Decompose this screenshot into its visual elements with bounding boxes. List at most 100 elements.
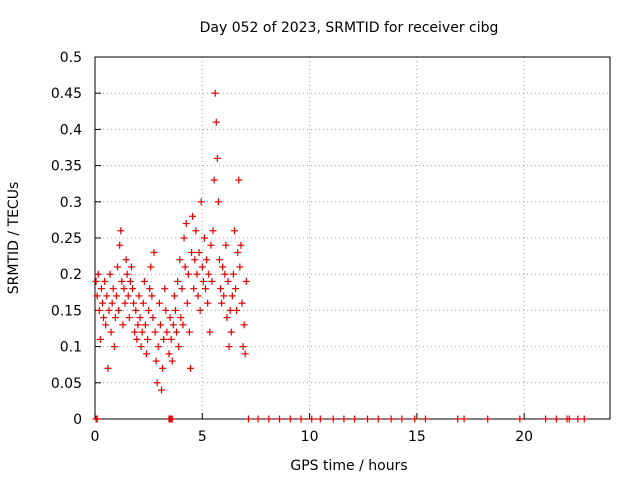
- data-point: [180, 234, 188, 242]
- data-point: [574, 415, 582, 423]
- data-point: [137, 343, 145, 351]
- data-point: [166, 314, 174, 322]
- data-point: [232, 285, 240, 293]
- data-point: [190, 285, 198, 293]
- data-point: [105, 306, 113, 314]
- data-point: [196, 306, 204, 314]
- data-point: [97, 285, 105, 293]
- data-point: [121, 299, 129, 307]
- data-point: [179, 321, 187, 329]
- data-point: [135, 292, 143, 300]
- data-point: [161, 285, 169, 293]
- data-point: [162, 306, 170, 314]
- data-point: [197, 198, 205, 206]
- data-point: [109, 285, 117, 293]
- data-point: [206, 328, 214, 336]
- data-point: [115, 306, 123, 314]
- data-point: [239, 343, 247, 351]
- data-point: [183, 299, 191, 307]
- data-point: [213, 154, 221, 162]
- data-point: [93, 415, 101, 423]
- data-point: [96, 335, 104, 343]
- y-tick-label: 0.15: [51, 303, 82, 319]
- chart-title: Day 052 of 2023, SRMTID for receiver cib…: [200, 20, 499, 36]
- data-point: [565, 415, 573, 423]
- data-point: [129, 285, 137, 293]
- data-point: [237, 241, 245, 249]
- data-point: [175, 343, 183, 351]
- data-point: [210, 176, 218, 184]
- data-point: [580, 415, 588, 423]
- data-point: [155, 299, 163, 307]
- data-point: [223, 314, 231, 322]
- data-point: [552, 415, 560, 423]
- data-point: [220, 292, 228, 300]
- data-point: [233, 306, 241, 314]
- data-point: [102, 321, 110, 329]
- data-point: [117, 227, 125, 235]
- data-point: [148, 292, 156, 300]
- data-point: [122, 256, 130, 264]
- data-point: [226, 306, 234, 314]
- data-point: [225, 343, 233, 351]
- data-point: [217, 285, 225, 293]
- data-point: [215, 256, 223, 264]
- data-point: [104, 364, 112, 372]
- data-point: [111, 314, 119, 322]
- data-point: [119, 321, 127, 329]
- x-tick-label: 5: [198, 429, 207, 445]
- y-tick-label: 0.1: [60, 340, 82, 356]
- data-point: [224, 277, 232, 285]
- data-point: [185, 328, 193, 336]
- data-point: [150, 248, 158, 256]
- data-point: [156, 321, 164, 329]
- data-point: [230, 227, 238, 235]
- data-point: [131, 328, 139, 336]
- data-point: [211, 89, 219, 97]
- data-point: [234, 248, 242, 256]
- data-point: [244, 415, 252, 423]
- data-point: [114, 263, 122, 271]
- data-point: [174, 277, 182, 285]
- data-point: [170, 292, 178, 300]
- data-point: [153, 379, 161, 387]
- data-point: [236, 263, 244, 271]
- data-point: [107, 328, 115, 336]
- data-point: [516, 415, 524, 423]
- y-tick-label: 0.35: [51, 159, 82, 175]
- data-point: [221, 270, 229, 278]
- x-axis-label: GPS time / hours: [290, 458, 407, 474]
- data-point: [151, 328, 159, 336]
- data-point: [171, 306, 179, 314]
- data-point: [186, 364, 194, 372]
- data-point: [235, 176, 243, 184]
- data-point: [207, 241, 215, 249]
- data-point: [167, 335, 175, 343]
- data-point: [100, 314, 108, 322]
- data-point: [484, 415, 492, 423]
- y-tick-label: 0.4: [60, 122, 82, 138]
- data-point: [108, 299, 116, 307]
- data-point: [177, 314, 185, 322]
- data-point: [421, 415, 429, 423]
- x-tick-label: 20: [515, 429, 533, 445]
- x-tick-label: 10: [301, 429, 319, 445]
- data-point: [116, 241, 124, 249]
- data-point: [139, 299, 147, 307]
- data-point: [95, 306, 103, 314]
- data-point: [214, 198, 222, 206]
- data-point: [240, 321, 248, 329]
- y-tick-label: 0.05: [51, 376, 82, 392]
- data-point: [286, 415, 294, 423]
- data-point: [149, 314, 157, 322]
- data-point: [192, 227, 200, 235]
- data-point: [198, 263, 206, 271]
- data-point: [454, 415, 462, 423]
- data-point: [188, 248, 196, 256]
- data-point: [136, 314, 144, 322]
- data-point: [159, 364, 167, 372]
- data-point: [112, 292, 120, 300]
- data-point: [133, 335, 141, 343]
- data-point: [351, 415, 359, 423]
